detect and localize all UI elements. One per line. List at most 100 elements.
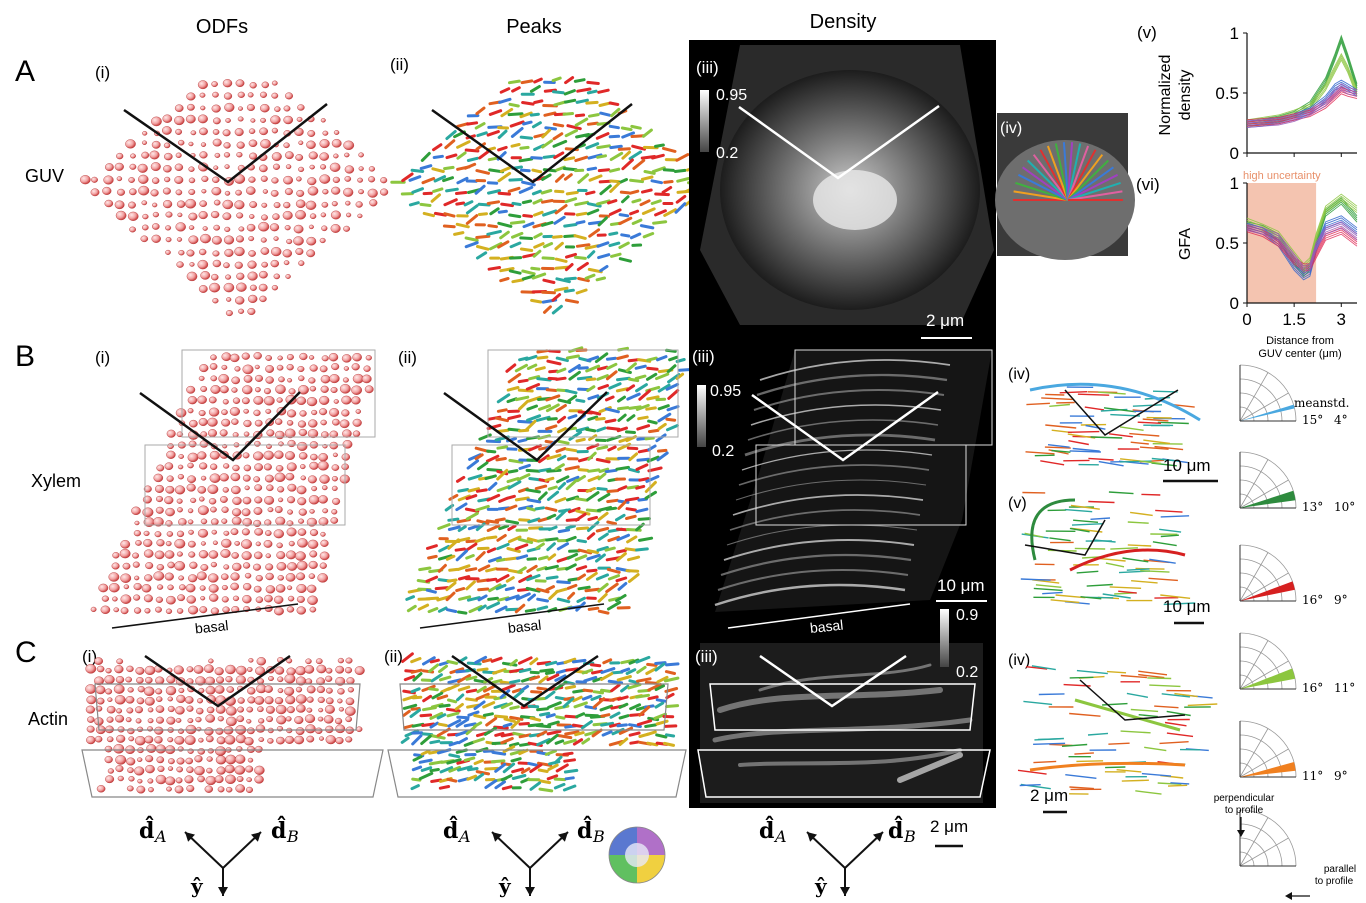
peak-stick [467,710,480,717]
odf-glyph [167,705,175,713]
series-line [1246,227,1358,274]
odf-glyph [188,551,196,558]
peak-stick [564,730,580,736]
peak-stick [627,358,639,363]
odf-glyph [271,177,279,184]
peak-stick [663,741,675,747]
odf-glyph [234,246,245,257]
peak-stick [472,737,485,744]
odf-glyph [115,210,127,221]
odf-glyph [320,531,326,537]
odf-glyph [322,508,329,514]
peak-stick [486,493,501,502]
peak-stick [519,135,533,140]
peak-stick [587,153,603,160]
odf-glyph [295,727,305,735]
odf-glyph [108,583,120,593]
density-fiber [753,389,945,411]
chart-vi-xlabel-2: GUV center (μm) [1258,348,1341,360]
odf-glyph [324,705,335,714]
odf-glyph [167,443,174,449]
peak-stick [629,178,644,184]
row-name-guv: GUV [25,166,64,186]
peak-stick [604,546,616,552]
odf-glyph [107,768,115,774]
odf-glyph [141,200,148,206]
peak-stick [587,220,603,226]
odf-glyph [241,352,250,360]
peak-stick [627,555,641,562]
odf-glyph [285,92,294,100]
odf-glyph [275,418,283,425]
odf-glyph [247,271,258,281]
peak-stick [555,669,567,675]
axis-label-da-odf: d̂ [139,816,154,844]
peak-stick [511,688,522,694]
odf-glyph [197,775,205,783]
peak-stick [630,134,645,138]
profile-stroke [1120,730,1151,734]
peak-stick [575,712,586,719]
peak-stick [575,565,588,571]
odf-glyph [248,176,256,183]
peak-stick [494,605,508,614]
peak-stick [617,147,631,151]
odf-glyph [87,716,95,723]
odf-glyph [296,189,305,197]
odf-glyph [236,746,243,752]
profile-stroke [1187,703,1218,707]
odf-glyph [164,550,175,559]
profile-stroke [1069,676,1094,679]
odf-glyph [90,606,97,613]
peak-stick [490,656,503,663]
column-header-peaks: Peaks [506,16,562,38]
peak-stick [565,563,577,571]
odf-glyph [186,385,196,394]
odf-glyph [243,408,249,414]
series-line [1246,52,1358,121]
peak-stick [575,243,591,248]
peak-stick [655,372,670,381]
profile-stroke [1088,457,1114,461]
odf-glyph [223,463,230,469]
peak-stick [497,129,508,139]
peak-stick [536,597,549,603]
polar-ring [1239,823,1283,867]
peak-stick [504,504,518,512]
peak-stick [489,242,503,251]
odf-glyph [331,476,338,482]
odf-glyph [198,410,206,417]
peak-stick [590,663,602,668]
peak-stick [596,241,610,248]
odf-glyph [315,727,323,734]
peak-stick [485,716,498,727]
peak-stick [588,113,600,118]
fan-ray [1067,181,1121,201]
peak-stick [575,288,588,295]
peak-stick [586,89,598,95]
odf-glyph [141,584,152,593]
odf-glyph [116,658,124,665]
chart-normalized-density: 10.50 [1215,24,1358,163]
odf-glyph [234,765,246,775]
odf-glyph [114,665,124,674]
peak-stick [539,668,554,673]
peak-stick [565,190,579,196]
profile-stroke [1098,557,1126,562]
odf-glyph [296,176,302,182]
peak-stick [530,690,543,694]
odf-glyph [178,687,185,694]
peak-stick [585,487,596,493]
peak-stick [595,553,606,563]
peak-stick [476,519,490,525]
odf-glyph [128,736,135,742]
peak-stick [532,198,543,205]
odf-glyph [325,687,333,694]
peak-stick [490,759,506,764]
odf-glyph [316,664,327,674]
panel-label-b-v: (v) [1008,495,1027,512]
peak-stick [585,377,597,382]
series-line [1246,83,1358,122]
odf-glyph [143,549,154,558]
odf-glyph [319,395,330,405]
